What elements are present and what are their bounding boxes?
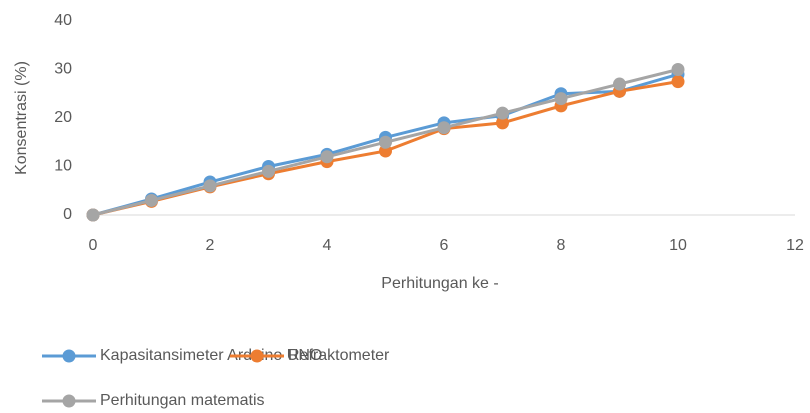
x-tick-label: 6 [440,237,449,254]
x-axis-title: Perhitungan ke - [381,275,498,292]
data-point [554,92,568,106]
legend-marker [62,349,76,363]
y-tick-label: 0 [63,206,72,223]
x-tick-label: 2 [206,237,215,254]
legend-label: Refraktometer [288,347,390,364]
data-point [379,135,392,149]
legend-marker [250,349,264,363]
y-tick-label: 40 [54,12,72,29]
data-point [203,179,217,193]
data-point [613,77,626,91]
data-point [86,208,100,222]
legend-marker [62,394,76,408]
y-tick-label: 10 [54,158,72,175]
y-tick-label: 30 [54,61,72,78]
x-tick-label: 4 [323,237,332,254]
data-point [496,116,509,130]
legend-label: Kapasitansimeter Arduino UNO [100,347,322,364]
data-point [671,75,685,89]
x-tick-label: 0 [89,237,98,254]
x-tick-label: 12 [786,237,804,254]
data-point [671,63,685,76]
data-point [262,164,275,178]
data-point [437,121,451,135]
data-point [145,193,158,207]
y-tick-label: 20 [54,109,72,126]
y-axis-title: Konsentrasi (%) [13,61,30,175]
x-tick-label: 8 [557,237,566,254]
data-point [320,150,334,164]
legend-label: Perhitungan matematis [100,392,265,409]
data-point [496,106,509,120]
x-tick-label: 10 [669,237,687,254]
